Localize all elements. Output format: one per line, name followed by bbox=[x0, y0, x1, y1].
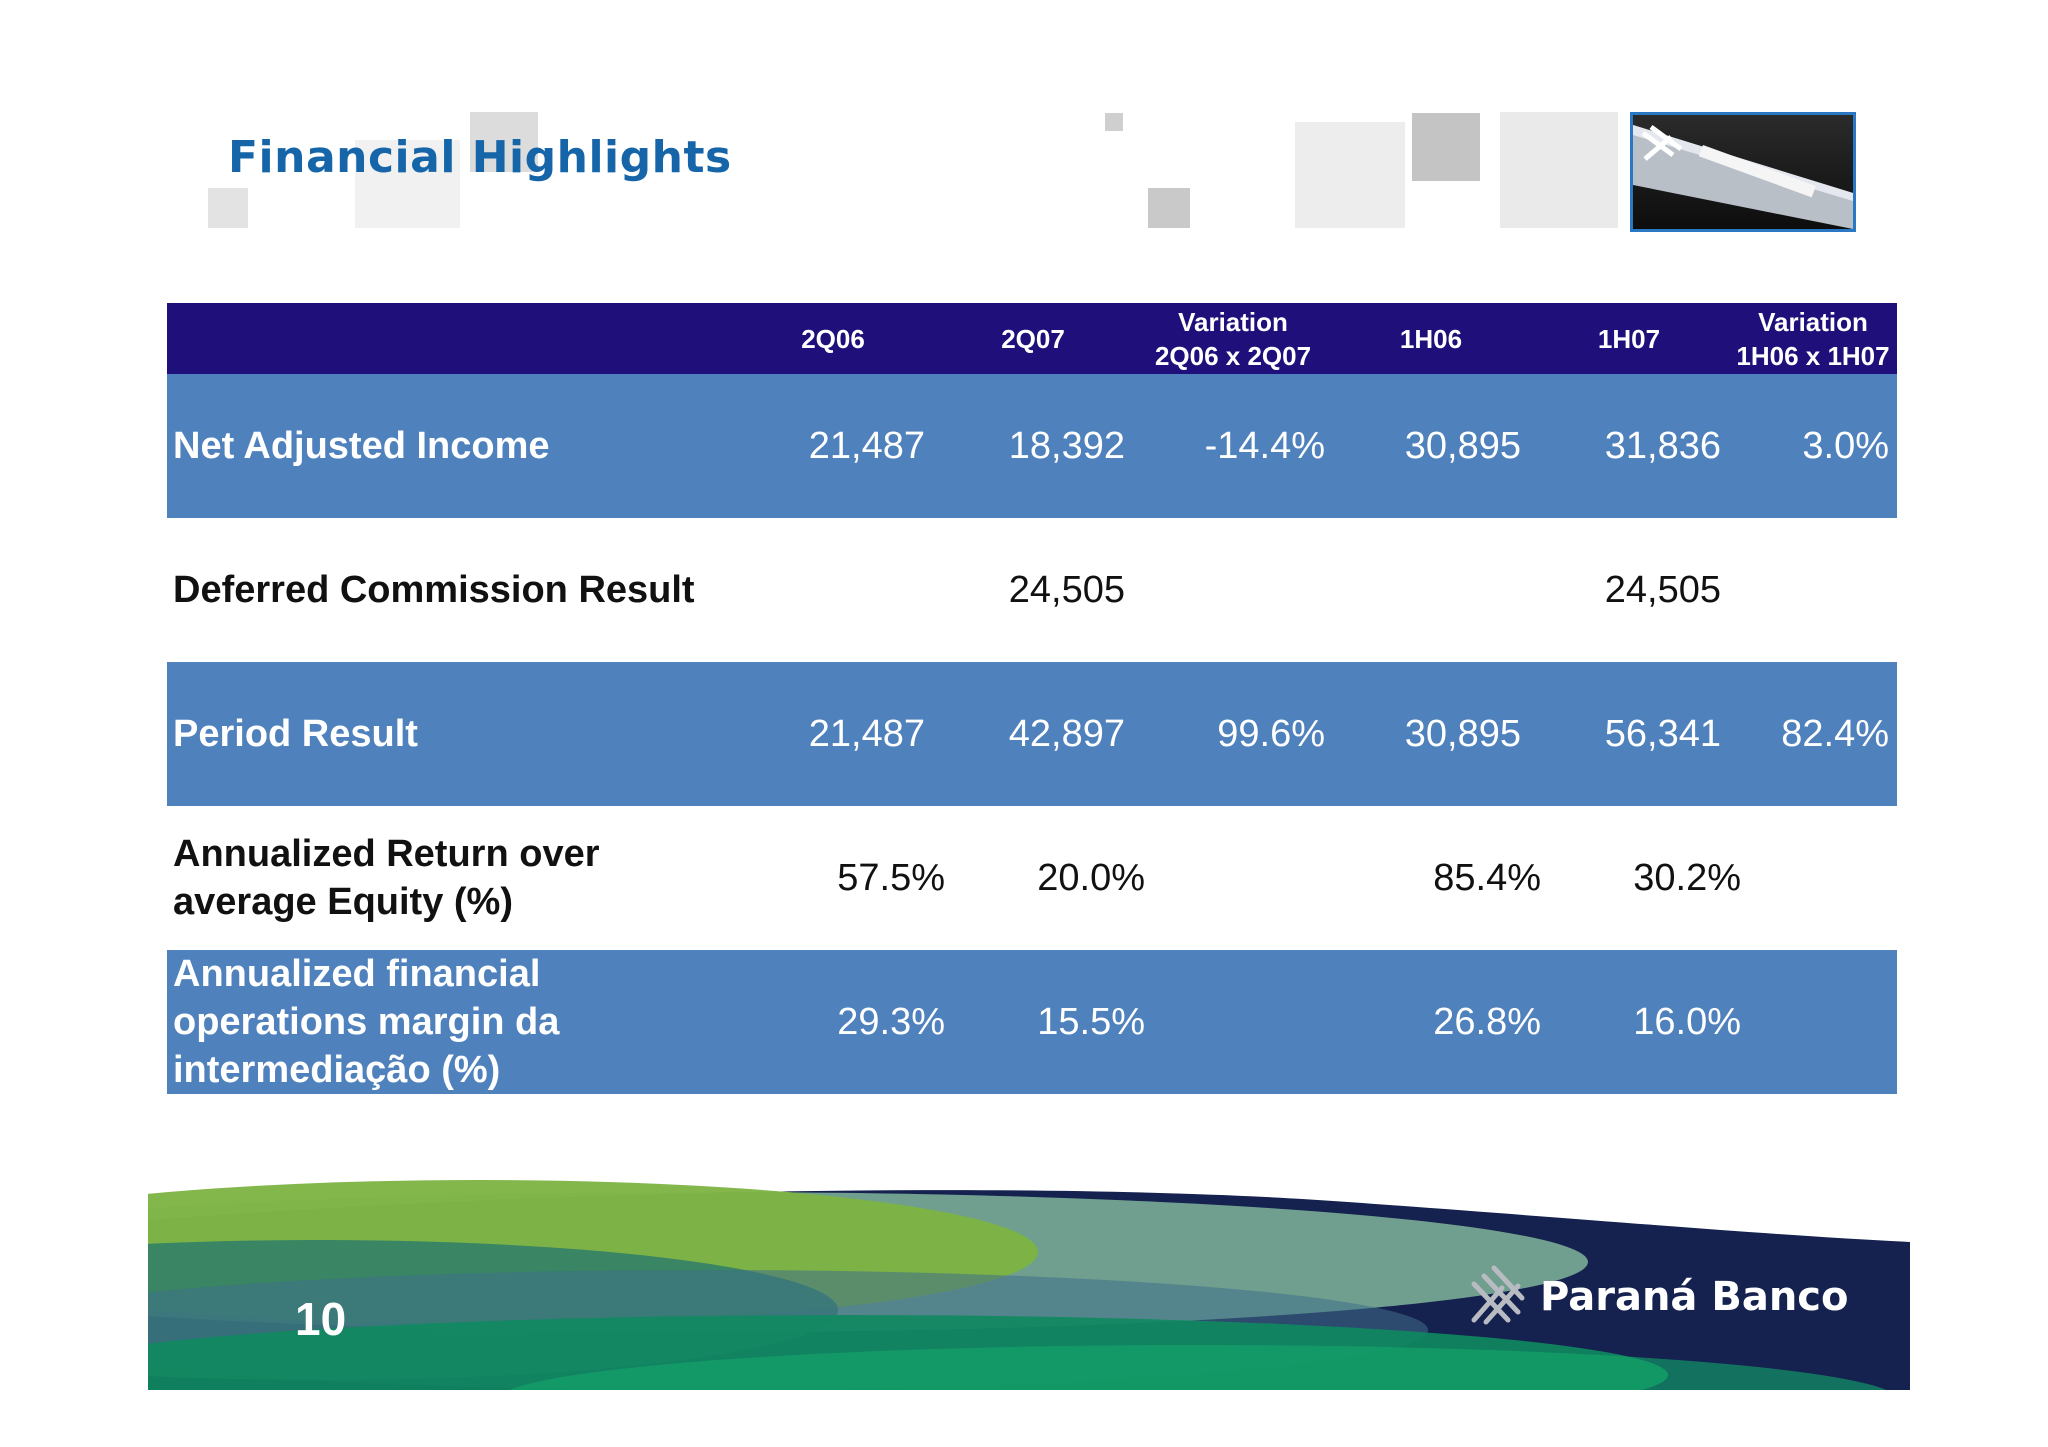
table-cell bbox=[1333, 518, 1529, 662]
table-cell bbox=[733, 518, 933, 662]
row-label: Annualized financial operations margin da… bbox=[173, 953, 560, 1091]
table-row: Annualized financial operations margin da… bbox=[167, 950, 1897, 1094]
column-header: Variation 2Q06 x 2Q07 bbox=[1154, 306, 1312, 371]
table-row: Annualized Return over average Equity (%)… bbox=[167, 806, 1897, 950]
table-cell: 16.0% bbox=[1633, 1000, 1741, 1043]
table-cell bbox=[1133, 518, 1333, 662]
table-cell: 30,895 bbox=[1404, 424, 1521, 467]
column-header: 2Q07 bbox=[1001, 323, 1065, 354]
table-cell: 21,487 bbox=[808, 712, 925, 755]
table-cell: 56,341 bbox=[1604, 712, 1721, 755]
financial-highlights-table: 2Q06 2Q07 Variation 2Q06 x 2Q07 1H06 1H07… bbox=[167, 303, 1897, 1094]
table-header-row: 2Q06 2Q07 Variation 2Q06 x 2Q07 1H06 1H07… bbox=[167, 303, 1897, 374]
table-cell bbox=[1729, 806, 1897, 950]
decor-square bbox=[1295, 122, 1405, 228]
decor-square bbox=[470, 112, 538, 172]
footer-waves bbox=[148, 1180, 1910, 1390]
decor-square bbox=[1500, 112, 1618, 228]
decor-square bbox=[1105, 113, 1123, 131]
row-label: Annualized Return over average Equity (%) bbox=[173, 833, 600, 923]
table-cell: 30.2% bbox=[1633, 856, 1741, 899]
table-cell: 15.5% bbox=[1037, 1000, 1145, 1043]
column-header: 2Q06 bbox=[801, 323, 865, 354]
row-label: Net Adjusted Income bbox=[173, 425, 550, 467]
table-cell: 82.4% bbox=[1781, 712, 1889, 755]
table-cell bbox=[1729, 518, 1897, 662]
table-cell: 42,897 bbox=[1008, 712, 1125, 755]
column-header: 1H07 bbox=[1597, 323, 1661, 354]
page-title: Financial Highlights bbox=[228, 132, 732, 183]
column-header bbox=[167, 303, 733, 374]
table-row: Deferred Commission Result 24,505 24,505 bbox=[167, 518, 1897, 662]
decor-square bbox=[1148, 188, 1190, 228]
column-header: Variation 1H06 x 1H07 bbox=[1736, 306, 1890, 371]
building-sign-photo bbox=[1630, 112, 1856, 232]
table-row: Net Adjusted Income 21,487 18,392 -14.4%… bbox=[167, 374, 1897, 518]
table-cell: 85.4% bbox=[1433, 856, 1541, 899]
table-cell bbox=[1133, 950, 1333, 1094]
table-cell: 24,505 bbox=[1604, 568, 1721, 611]
decor-square bbox=[208, 188, 248, 228]
table-cell: 29.3% bbox=[837, 1000, 945, 1043]
photo-image bbox=[1633, 115, 1853, 229]
table-cell: 99.6% bbox=[1217, 712, 1325, 755]
brand-name: Paraná Banco bbox=[1540, 1274, 1849, 1320]
table-cell: 31,836 bbox=[1604, 424, 1721, 467]
table-row: Period Result 21,487 42,897 99.6% 30,895… bbox=[167, 662, 1897, 806]
row-label: Period Result bbox=[173, 713, 418, 755]
parana-banco-logo-icon bbox=[1471, 1265, 1525, 1325]
decor-square bbox=[1412, 113, 1480, 181]
table-cell: 18,392 bbox=[1008, 424, 1125, 467]
table-cell: 20.0% bbox=[1037, 856, 1145, 899]
table-cell bbox=[1729, 950, 1897, 1094]
row-label: Deferred Commission Result bbox=[173, 569, 695, 611]
table-cell: 30,895 bbox=[1404, 712, 1521, 755]
table-cell: -14.4% bbox=[1204, 424, 1325, 467]
table-cell bbox=[1133, 806, 1333, 950]
table-cell: 26.8% bbox=[1433, 1000, 1541, 1043]
decor-square bbox=[355, 140, 460, 228]
table-cell: 57.5% bbox=[837, 856, 945, 899]
column-header: 1H06 bbox=[1399, 323, 1463, 354]
table-cell: 24,505 bbox=[1008, 568, 1125, 611]
table-cell: 3.0% bbox=[1802, 424, 1889, 467]
table-cell: 21,487 bbox=[808, 424, 925, 467]
page-number: 10 bbox=[295, 1293, 347, 1345]
